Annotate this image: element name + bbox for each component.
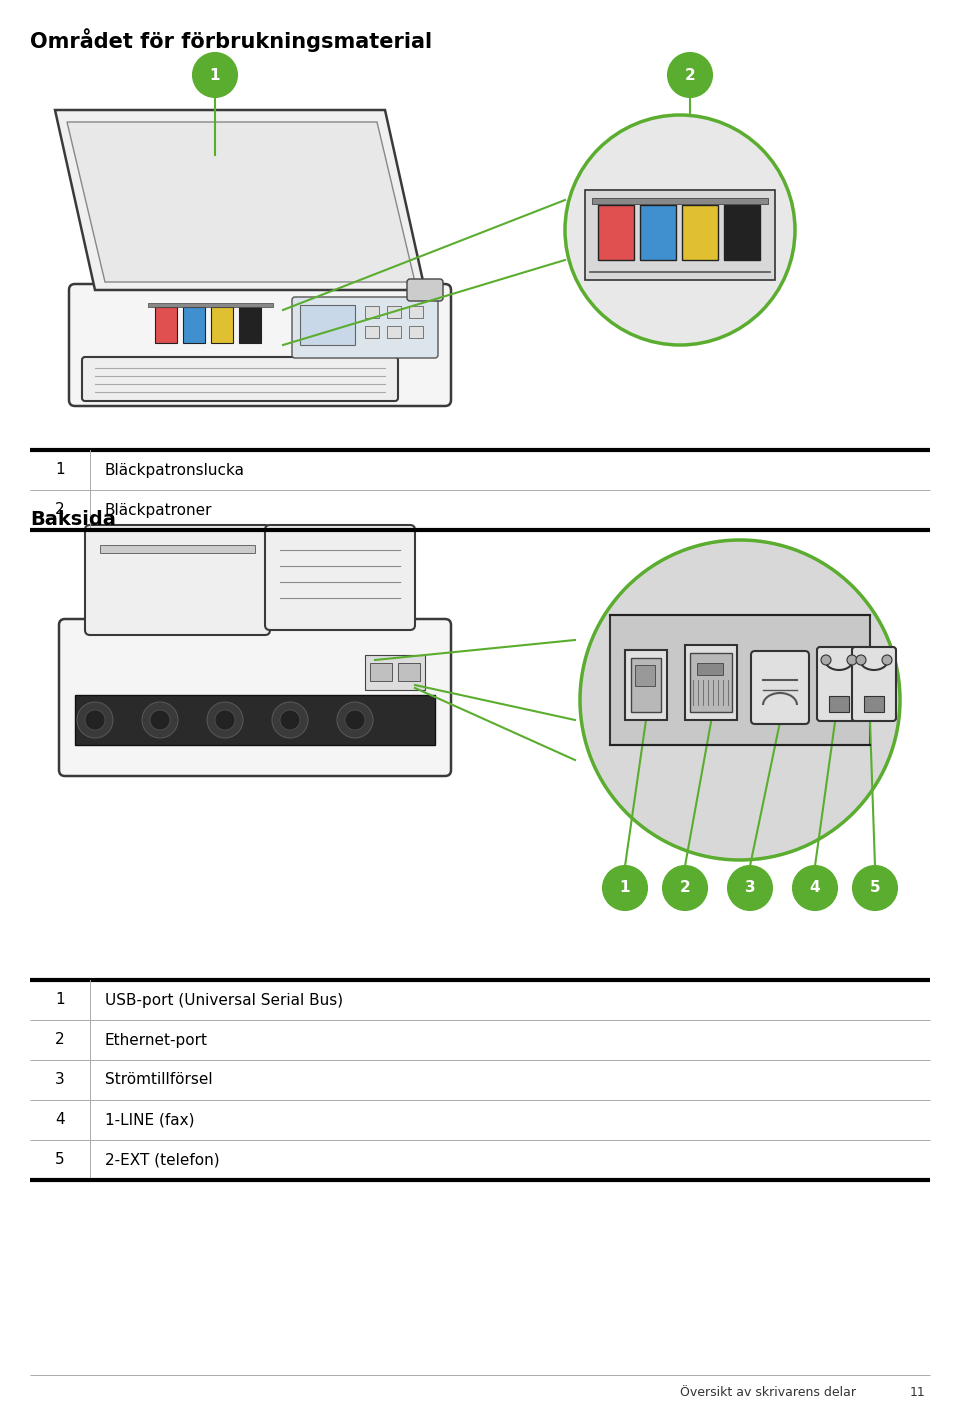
Circle shape: [207, 702, 243, 739]
Bar: [610, 615, 870, 744]
Text: 2: 2: [55, 502, 65, 518]
Text: USB-port (Universal Serial Bus): USB-port (Universal Serial Bus): [105, 992, 343, 1007]
Text: 1: 1: [55, 463, 65, 477]
Circle shape: [150, 711, 170, 730]
Text: Strömtillförsel: Strömtillförsel: [105, 1072, 212, 1088]
Bar: [239, 307, 261, 343]
Bar: [409, 326, 423, 338]
Bar: [685, 644, 737, 720]
Text: 2: 2: [680, 881, 690, 895]
Bar: [635, 666, 655, 687]
Circle shape: [668, 53, 712, 97]
Circle shape: [580, 540, 900, 860]
Text: 5: 5: [870, 881, 880, 895]
Circle shape: [272, 702, 308, 739]
Text: 4: 4: [55, 1113, 65, 1127]
Circle shape: [603, 865, 647, 910]
Bar: [690, 653, 732, 712]
Circle shape: [663, 865, 707, 910]
Bar: [640, 205, 676, 260]
Circle shape: [85, 711, 105, 730]
Circle shape: [345, 711, 365, 730]
Bar: [370, 663, 392, 681]
Bar: [365, 326, 379, 338]
FancyBboxPatch shape: [85, 525, 270, 635]
Bar: [398, 663, 420, 681]
Text: 5: 5: [55, 1152, 65, 1168]
Circle shape: [853, 865, 897, 910]
Bar: [183, 307, 205, 343]
Circle shape: [882, 656, 892, 666]
Text: Området för förbrukningsmaterial: Området för förbrukningsmaterial: [30, 28, 432, 52]
Text: 2: 2: [55, 1033, 65, 1047]
Bar: [75, 695, 435, 744]
FancyBboxPatch shape: [265, 525, 415, 630]
Polygon shape: [67, 122, 415, 281]
Text: 2-EXT (telefon): 2-EXT (telefon): [105, 1152, 220, 1168]
FancyBboxPatch shape: [817, 647, 861, 720]
Bar: [148, 303, 273, 307]
Text: Baksida: Baksida: [30, 509, 116, 529]
Circle shape: [847, 656, 857, 666]
Bar: [829, 696, 849, 712]
Text: 4: 4: [809, 881, 820, 895]
Bar: [365, 656, 425, 689]
Text: 1: 1: [209, 68, 220, 83]
Bar: [625, 650, 667, 720]
Circle shape: [793, 865, 837, 910]
Text: 2: 2: [684, 68, 695, 83]
Bar: [387, 326, 401, 338]
FancyBboxPatch shape: [852, 647, 896, 720]
Bar: [585, 190, 775, 280]
Bar: [387, 305, 401, 318]
FancyBboxPatch shape: [69, 284, 451, 407]
Bar: [592, 198, 768, 204]
Text: 3: 3: [55, 1072, 65, 1088]
Text: 1: 1: [620, 881, 631, 895]
Bar: [598, 205, 634, 260]
Circle shape: [337, 702, 373, 739]
Text: Översikt av skrivarens delar: Översikt av skrivarens delar: [680, 1386, 856, 1400]
Circle shape: [215, 711, 235, 730]
Circle shape: [280, 711, 300, 730]
Bar: [155, 307, 177, 343]
Bar: [300, 305, 355, 345]
FancyBboxPatch shape: [59, 619, 451, 777]
Text: 11: 11: [910, 1386, 925, 1400]
Bar: [409, 305, 423, 318]
FancyBboxPatch shape: [407, 279, 443, 301]
Text: Bläckpatronslucka: Bläckpatronslucka: [105, 463, 245, 477]
Bar: [697, 663, 723, 675]
Circle shape: [856, 656, 866, 666]
FancyBboxPatch shape: [292, 297, 438, 357]
FancyBboxPatch shape: [82, 357, 398, 401]
Bar: [211, 307, 233, 343]
Text: 1-LINE (fax): 1-LINE (fax): [105, 1113, 195, 1127]
Text: Ethernet-port: Ethernet-port: [105, 1033, 208, 1047]
Bar: [365, 305, 379, 318]
Bar: [631, 658, 661, 712]
Circle shape: [77, 702, 113, 739]
Circle shape: [193, 53, 237, 97]
Text: Bläckpatroner: Bläckpatroner: [105, 502, 212, 518]
Bar: [724, 205, 760, 260]
Circle shape: [565, 115, 795, 345]
Text: 1: 1: [55, 992, 65, 1007]
Circle shape: [728, 865, 772, 910]
FancyBboxPatch shape: [751, 651, 809, 725]
Polygon shape: [55, 110, 425, 290]
Circle shape: [142, 702, 178, 739]
Bar: [100, 545, 255, 553]
Bar: [682, 205, 718, 260]
Bar: [864, 696, 884, 712]
Circle shape: [821, 656, 831, 666]
Text: 3: 3: [745, 881, 756, 895]
